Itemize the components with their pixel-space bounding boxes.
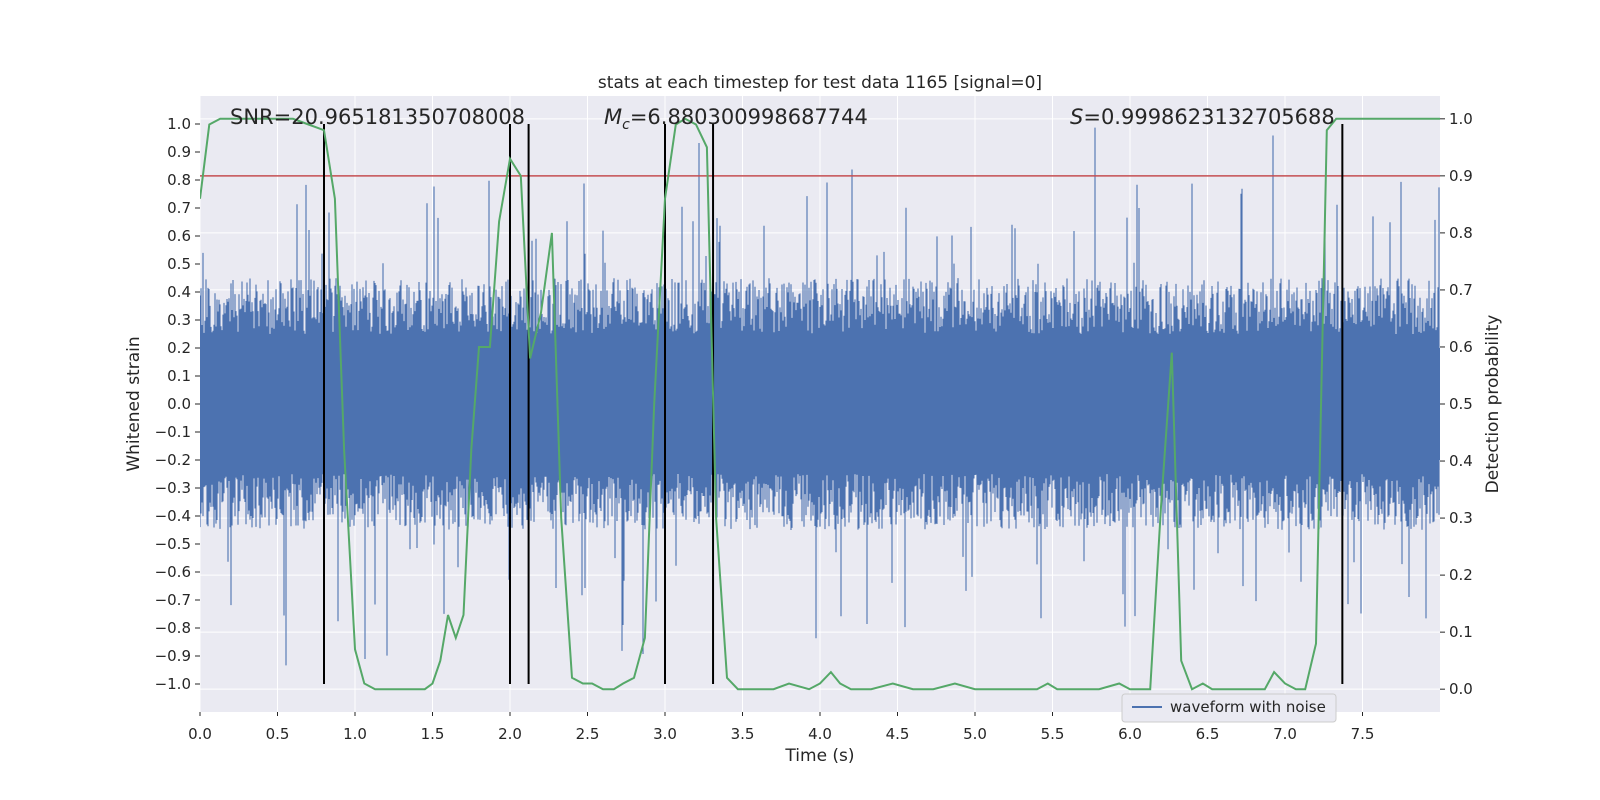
x-tick-label: 4.0 <box>808 725 832 743</box>
s-annotation: S=0.9998623132705688 <box>1070 105 1335 129</box>
y-tick-label: 0.3 <box>167 311 191 329</box>
chirp-mass-value: =6.880300998687744 <box>630 105 868 129</box>
probability-series <box>200 117 1440 691</box>
y-tick-label: 0.9 <box>167 143 191 161</box>
y-right-ticks: 1.0 0.9 0.8 0.7 0.6 0.5 0.4 0.3 0.2 0.1 0.0 <box>1440 110 1473 698</box>
y-tick-label: −0.5 <box>155 535 191 553</box>
chart-title: stats at each timestep for test data 116… <box>598 73 1042 93</box>
snr-annotation: SNR=20.965181350708008 <box>230 105 525 129</box>
legend-box <box>1121 693 1337 723</box>
y-tick-label: −0.3 <box>155 479 191 497</box>
y-tick-label: −0.1 <box>155 423 191 441</box>
y-right-tick-label: 0.0 <box>1449 680 1473 698</box>
x-tick-label: 7.0 <box>1273 725 1297 743</box>
y-tick-label: 0.5 <box>167 255 191 273</box>
y-tick-label: 0.4 <box>167 283 191 301</box>
x-tick-label: 1.0 <box>343 725 367 743</box>
y-right-tick-label: 0.1 <box>1449 623 1473 641</box>
x-tick-label: 3.5 <box>731 725 755 743</box>
y-right-tick-label: 0.8 <box>1449 224 1473 242</box>
y-tick-label: 0.6 <box>167 227 191 245</box>
x-tick-label: 0.0 <box>188 725 212 743</box>
y-tick-label: −0.9 <box>155 647 191 665</box>
x-tick-label: 0.5 <box>266 725 290 743</box>
y-tick-label: 0.1 <box>167 367 191 385</box>
x-tick-label: 5.5 <box>1041 725 1065 743</box>
chirp-mass-annotation: Mc=6.880300998687744 <box>604 105 868 133</box>
y-right-tick-label: 1.0 <box>1449 110 1473 128</box>
y-ticks: 1.0 0.9 0.8 0.7 0.6 0.5 0.4 0.3 0.2 0.1 0.0 −0.1 −0.… <box>155 115 200 693</box>
waveform-series <box>200 127 1440 666</box>
y-right-tick-label: 0.5 <box>1449 395 1473 413</box>
legend-label: waveform with noise <box>1170 698 1326 716</box>
y-right-tick-label: 0.6 <box>1449 338 1473 356</box>
x-tick-label: 6.0 <box>1118 725 1142 743</box>
chirp-mass-symbol: M <box>604 105 622 129</box>
y-tick-label: −0.4 <box>155 507 191 525</box>
y-tick-label: −0.6 <box>155 563 191 581</box>
y-right-tick-label: 0.4 <box>1449 452 1473 470</box>
x-tick-label: 7.5 <box>1351 725 1375 743</box>
y-tick-label: −1.0 <box>155 675 191 693</box>
chirp-mass-subscript: c <box>622 117 630 133</box>
y-tick-label: 0.2 <box>167 339 191 357</box>
legend: waveform with noise <box>1121 693 1337 723</box>
x-tick-label: 2.5 <box>576 725 600 743</box>
y-right-tick-label: 0.9 <box>1449 167 1473 185</box>
s-value: =0.9998623132705688 <box>1083 105 1334 129</box>
y-tick-label: 0.0 <box>167 395 191 413</box>
y-right-axis-label: Detection probability <box>1483 315 1503 494</box>
x-tick-label: 4.5 <box>886 725 910 743</box>
y-axis-label: Whitened strain <box>124 336 144 471</box>
s-symbol: S <box>1070 105 1083 129</box>
probability-line <box>200 117 1440 691</box>
x-ticks: 0.0 0.5 1.0 1.5 2.0 2.5 3.0 3.5 4.0 4.5 5.0 5.5 6.0 6… <box>188 712 1374 743</box>
x-tick-label: 3.0 <box>653 725 677 743</box>
y-tick-label: 1.0 <box>167 115 191 133</box>
y-right-tick-label: 0.3 <box>1449 509 1473 527</box>
y-tick-label: 0.7 <box>167 199 191 217</box>
x-tick-label: 5.0 <box>963 725 987 743</box>
y-right-tick-label: 0.7 <box>1449 281 1473 299</box>
y-tick-label: 0.8 <box>167 171 191 189</box>
x-tick-label: 6.5 <box>1196 725 1220 743</box>
y-right-tick-label: 0.2 <box>1449 566 1473 584</box>
y-tick-label: −0.2 <box>155 451 191 469</box>
y-tick-label: −0.7 <box>155 591 191 609</box>
x-axis-label: Time (s) <box>784 746 854 766</box>
x-tick-label: 1.5 <box>421 725 445 743</box>
x-tick-label: 2.0 <box>498 725 522 743</box>
y-tick-label: −0.8 <box>155 619 191 637</box>
